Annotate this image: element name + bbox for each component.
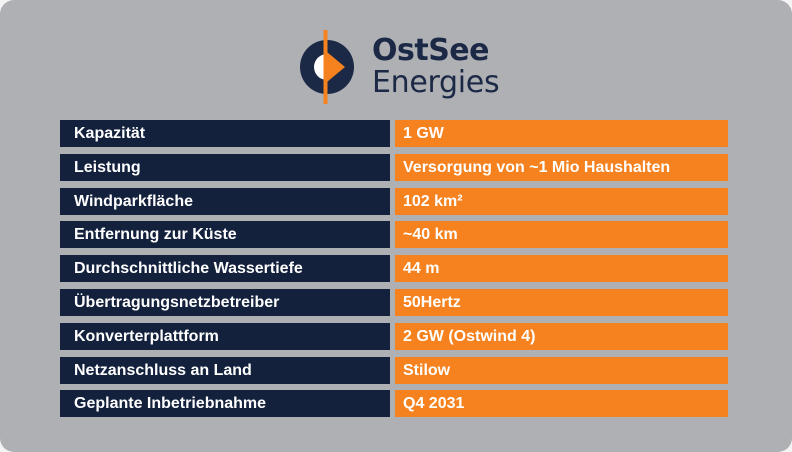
spec-value: 2 GW (Ostwind 4) (395, 322, 728, 350)
spec-label: Kapazität (60, 120, 390, 147)
spec-value: ~40 km (395, 221, 728, 249)
spec-value: Versorgung von ~1 Mio Haushalten (395, 153, 728, 181)
spec-value: Stilow (395, 356, 728, 384)
table-row: Netzanschluss an Land Stilow (60, 356, 728, 384)
table-row: Kapazität 1 GW (60, 120, 728, 147)
spec-value: 50Hertz (395, 288, 728, 316)
spec-value: 44 m (395, 255, 728, 283)
table-row: Übertragungsnetzbetreiber 50Hertz (60, 288, 728, 316)
spec-label: Windparkfläche (60, 187, 390, 215)
spec-label: Entfernung zur Küste (60, 221, 390, 249)
spec-label: Geplante Inbetriebnahme (60, 390, 390, 418)
brand-name-line2: Energies (372, 65, 500, 100)
spec-label: Durchschnittliche Wassertiefe (60, 255, 390, 283)
half-circle-arrow-logo-icon (300, 30, 354, 104)
table-row: Leistung Versorgung von ~1 Mio Haushalte… (60, 153, 728, 181)
spec-label: Konverterplattform (60, 322, 390, 350)
spec-label: Übertragungsnetzbetreiber (60, 288, 390, 316)
spec-label: Netzanschluss an Land (60, 356, 390, 384)
spec-label: Leistung (60, 153, 390, 181)
table-row: Konverterplattform 2 GW (Ostwind 4) (60, 322, 728, 350)
spec-value: 102 km² (395, 187, 728, 215)
brand-wordmark: OstSee Energies (372, 33, 500, 100)
spec-value: 1 GW (395, 120, 728, 147)
table-row: Durchschnittliche Wassertiefe 44 m (60, 255, 728, 283)
table-row: Windparkfläche 102 km² (60, 187, 728, 215)
brand-logo: OstSee Energies (298, 28, 500, 106)
spec-table: Kapazität 1 GW Leistung Versorgung von ~… (60, 120, 728, 424)
table-row: Entfernung zur Küste ~40 km (60, 221, 728, 249)
spec-value: Q4 2031 (395, 390, 728, 418)
table-row: Geplante Inbetriebnahme Q4 2031 (60, 390, 728, 418)
brand-name-line1: OstSee (372, 33, 490, 68)
